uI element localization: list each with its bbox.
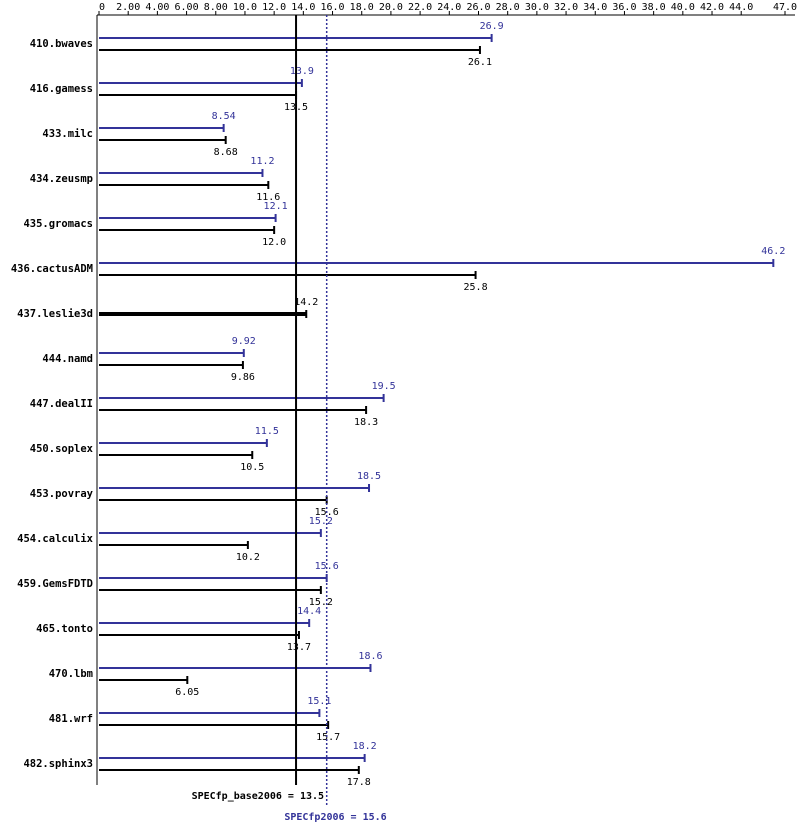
value-label: 15.6 [315, 561, 339, 572]
x-tick-label: 28.0 [496, 2, 520, 13]
category-label: 482.sphinx3 [23, 758, 93, 770]
value-label: 14.2 [294, 297, 318, 308]
x-tick-label: 26.0 [466, 2, 490, 13]
value-label: 25.8 [464, 282, 488, 293]
value-label: 12.0 [262, 237, 286, 248]
value-label: 18.5 [357, 471, 381, 482]
reference-label: SPECfp_base2006 = 13.5 [192, 791, 324, 802]
x-tick-label: 47.0 [773, 2, 797, 13]
x-tick-label: 44.0 [729, 2, 753, 13]
x-tick-label: 6.00 [175, 2, 199, 13]
category-label: 436.cactusADM [11, 263, 93, 275]
value-label: 26.1 [468, 57, 492, 68]
value-label: 15.1 [307, 696, 331, 707]
x-tick-label: 30.0 [525, 2, 549, 13]
x-tick-label: 18.0 [350, 2, 374, 13]
category-label: 450.soplex [30, 443, 94, 455]
category-label: 433.milc [42, 128, 93, 140]
value-label: 11.2 [250, 156, 274, 167]
value-label: 14.4 [297, 606, 321, 617]
category-label: 444.namd [42, 353, 93, 365]
x-tick-label: 4.00 [145, 2, 169, 13]
category-label: 465.tonto [36, 623, 93, 635]
value-label: 11.6 [256, 192, 280, 203]
category-label: 416.gamess [30, 83, 93, 95]
category-label: 447.dealII [30, 398, 93, 410]
value-label: 46.2 [761, 246, 785, 257]
value-label: 13.7 [287, 642, 311, 653]
value-label: 17.8 [347, 777, 371, 788]
value-label: 8.68 [214, 147, 238, 158]
category-label: 437.leslie3d [17, 308, 93, 320]
x-tick-label: 20.0 [379, 2, 403, 13]
category-label: 459.GemsFDTD [17, 578, 93, 590]
value-label: 18.2 [353, 741, 377, 752]
value-label: 8.54 [212, 111, 236, 122]
x-tick-label: 34.0 [583, 2, 607, 13]
x-tick-label: 42.0 [700, 2, 724, 13]
x-tick-label: 2.00 [116, 2, 140, 13]
x-tick-label: 38.0 [642, 2, 666, 13]
category-label: 470.lbm [49, 668, 93, 680]
x-tick-label: 32.0 [554, 2, 578, 13]
value-label: 10.5 [240, 462, 264, 473]
value-label: 6.05 [175, 687, 199, 698]
value-label: 11.5 [255, 426, 279, 437]
value-label: 18.3 [354, 417, 378, 428]
category-label: 435.gromacs [23, 218, 93, 230]
value-label: 15.7 [316, 732, 340, 743]
value-label: 9.86 [231, 372, 255, 383]
x-tick-label: 36.0 [612, 2, 636, 13]
x-tick-label: 10.0 [233, 2, 257, 13]
x-tick-label: 24.0 [437, 2, 461, 13]
value-label: 13.9 [290, 66, 314, 77]
category-label: 453.povray [30, 488, 94, 500]
value-label: 9.92 [232, 336, 256, 347]
x-tick-label: 16.0 [320, 2, 344, 13]
value-label: 12.1 [264, 201, 288, 212]
value-label: 19.5 [372, 381, 396, 392]
value-label: 18.6 [358, 651, 382, 662]
value-label: 26.9 [480, 21, 504, 32]
x-tick-label: 22.0 [408, 2, 432, 13]
x-tick-label: 8.00 [204, 2, 228, 13]
value-label: 15.2 [309, 597, 333, 608]
category-label: 481.wrf [49, 713, 93, 725]
reference-label: SPECfp2006 = 15.6 [284, 812, 386, 823]
value-label: 15.2 [309, 516, 333, 527]
x-tick-label: 12.0 [262, 2, 286, 13]
x-tick-label: 14.0 [291, 2, 315, 13]
x-tick-label: 0 [99, 2, 105, 13]
category-label: 410.bwaves [30, 38, 93, 50]
x-tick-label: 40.0 [671, 2, 695, 13]
category-label: 454.calculix [17, 533, 94, 545]
category-label: 434.zeusmp [30, 173, 93, 185]
value-label: 10.2 [236, 552, 260, 563]
